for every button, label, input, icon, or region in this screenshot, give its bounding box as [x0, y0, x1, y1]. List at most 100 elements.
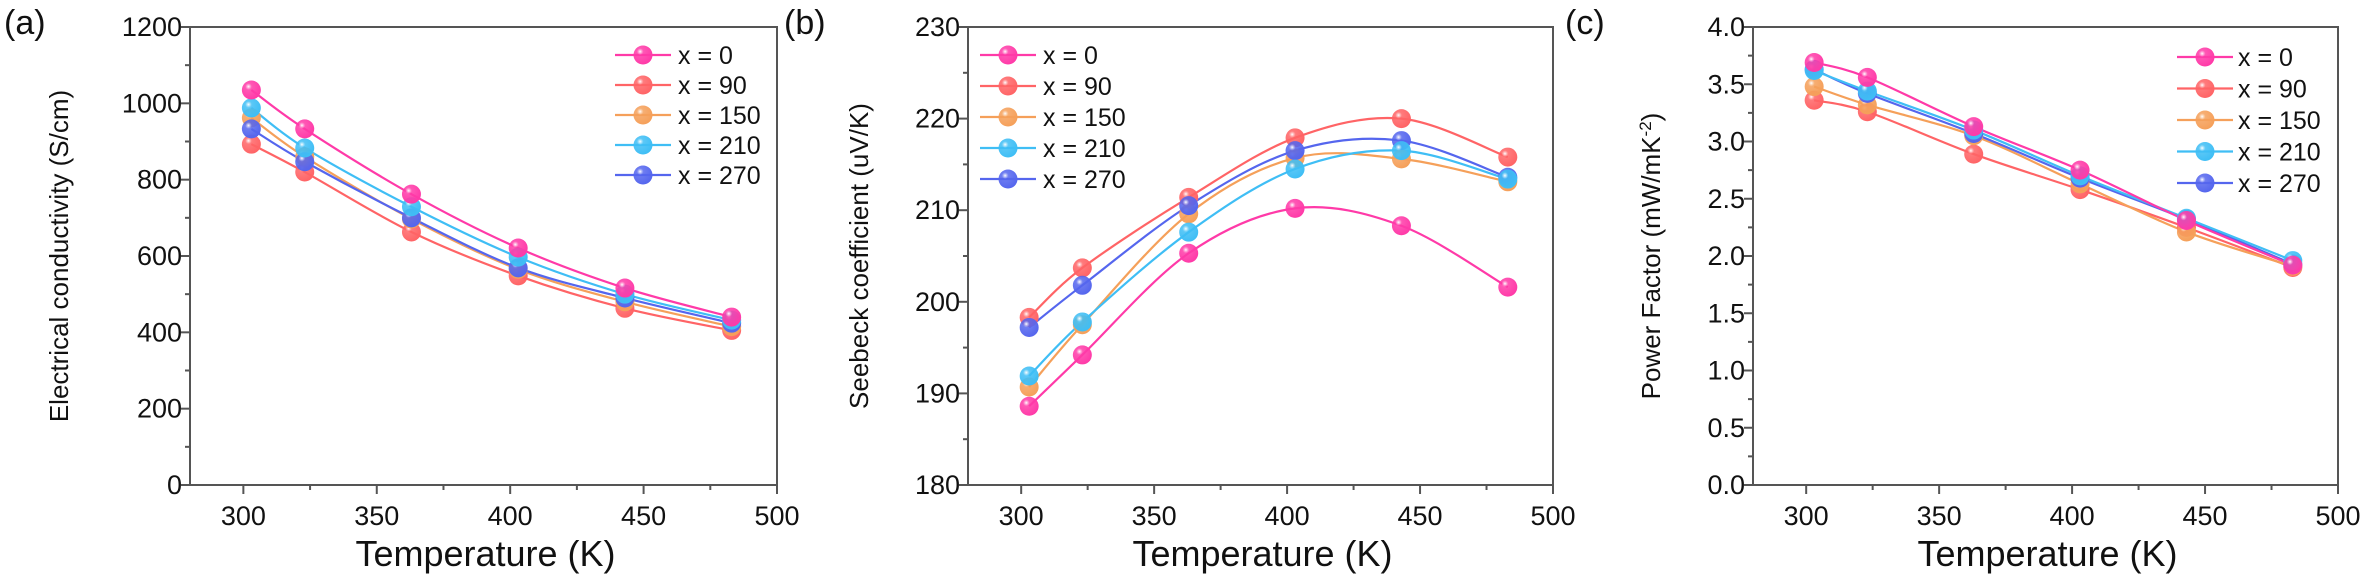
x-tick-label: 450	[2183, 501, 2228, 531]
data-point	[1019, 396, 1039, 416]
data-point	[1072, 345, 1092, 365]
data-point	[1179, 196, 1199, 216]
series-line-x0	[250, 89, 732, 319]
y-tick-label: 800	[137, 165, 182, 195]
series-markers	[1804, 52, 2303, 277]
panel-label: (a)	[4, 4, 46, 42]
data-point	[241, 134, 261, 154]
data-point	[2176, 211, 2196, 231]
x-tick-label: 400	[1265, 501, 1310, 531]
data-point	[1179, 222, 1199, 242]
data-point	[1498, 169, 1518, 189]
x-tick-label: 500	[2315, 501, 2360, 531]
y-tick-label: 220	[915, 104, 960, 134]
data-point	[1391, 141, 1411, 161]
x-tick-label: 350	[1917, 501, 1962, 531]
y-tick-label: 2.5	[1707, 184, 1745, 214]
legend-item: x = 0	[2177, 44, 2293, 72]
legend-label: x = 90	[678, 72, 747, 100]
legend-label: x = 270	[678, 162, 761, 190]
y-tick-label: 0	[167, 470, 182, 500]
legend-marker	[2195, 47, 2215, 67]
data-point	[2283, 255, 2303, 275]
legend-marker	[998, 107, 1018, 127]
data-point	[1019, 366, 1039, 386]
panel-c-power-factor: (c) 0.0 0.5 1.0 1.5 2.0 2.5 3.0 3.5 4.0 300 350 400 4…	[1565, 4, 2361, 574]
data-point	[1804, 77, 1824, 97]
data-point	[1804, 90, 1824, 110]
legend-label: x = 90	[1043, 73, 1112, 101]
y-axis-title: Power Factor (mW/mK-2)	[1636, 113, 1667, 400]
legend-item: x = 0	[980, 42, 1098, 70]
data-point	[1498, 147, 1518, 167]
data-point	[1391, 109, 1411, 129]
series-line-x210	[1813, 69, 2294, 262]
panel-label: (c)	[1565, 4, 1605, 42]
data-point	[295, 152, 315, 172]
x-tick-label: 450	[1398, 501, 1443, 531]
y-tick-label: 2.0	[1707, 241, 1745, 271]
legend-label: x = 0	[2238, 44, 2293, 72]
y-tick-label: 210	[915, 195, 960, 225]
series-markers	[241, 80, 742, 340]
y-axis-title: Electrical conductivity (S/cm)	[44, 90, 74, 422]
x-axis-title: Temperature (K)	[355, 533, 615, 574]
data-point	[722, 307, 742, 327]
legend-marker	[633, 135, 653, 155]
data-point	[1964, 117, 1984, 137]
y-tick-label: 190	[915, 378, 960, 408]
y-tick-label: 1.5	[1707, 298, 1745, 328]
y-tick-label: 400	[137, 317, 182, 347]
data-point	[1857, 67, 1877, 87]
y-tick-label: 200	[137, 394, 182, 424]
data-point	[1285, 159, 1305, 179]
x-tick-label: 350	[1132, 501, 1177, 531]
legend-marker	[2195, 79, 2215, 98]
data-point	[615, 278, 635, 298]
legend: x = 0 x = 90 x = 150 x = 210 x = 270	[2177, 44, 2321, 198]
series-lines	[250, 89, 732, 332]
legend-item: x = 150	[2177, 107, 2321, 135]
legend-item: x = 270	[2177, 170, 2321, 198]
series-lines	[1813, 61, 2294, 269]
series-markers	[1019, 109, 1518, 416]
legend-label: x = 90	[2238, 76, 2307, 104]
x-tick-label: 400	[488, 501, 533, 531]
legend-label: x = 210	[2238, 139, 2321, 167]
x-tick-label: 450	[621, 501, 666, 531]
x-tick-label: 300	[221, 501, 266, 531]
x-tick-label: 350	[354, 501, 399, 531]
legend-label: x = 270	[2238, 170, 2321, 198]
legend-label: x = 210	[1043, 135, 1126, 163]
legend-marker	[2195, 110, 2215, 130]
legend-marker	[2195, 142, 2215, 161]
data-point	[1019, 317, 1039, 337]
data-point	[295, 119, 315, 139]
y-tick-label: 3.5	[1707, 69, 1745, 99]
legend-item: x = 90	[615, 72, 747, 100]
data-point	[1179, 243, 1199, 263]
legend-marker	[633, 75, 653, 95]
legend-label: x = 0	[678, 42, 733, 70]
legend-label: x = 210	[678, 132, 761, 160]
data-point	[1285, 141, 1305, 161]
x-tick-label: 300	[1784, 501, 1829, 531]
legend-item: x = 150	[980, 104, 1126, 132]
data-point	[1857, 81, 1877, 101]
x-tick-label: 500	[1530, 501, 1575, 531]
legend-marker	[633, 105, 653, 125]
y-tick-label: 4.0	[1707, 12, 1745, 42]
data-point	[1804, 52, 1824, 72]
y-axis-title: Seebeck coefficient (uV/K)	[844, 103, 874, 409]
data-point	[241, 119, 261, 139]
data-point	[2070, 160, 2090, 180]
x-tick-label: 400	[2050, 501, 2095, 531]
y-tick-label: 180	[915, 470, 960, 500]
data-point	[1072, 275, 1092, 295]
legend-marker	[998, 138, 1018, 158]
y-tick-label: 230	[915, 12, 960, 42]
data-point	[1285, 198, 1305, 218]
data-point	[508, 238, 528, 258]
